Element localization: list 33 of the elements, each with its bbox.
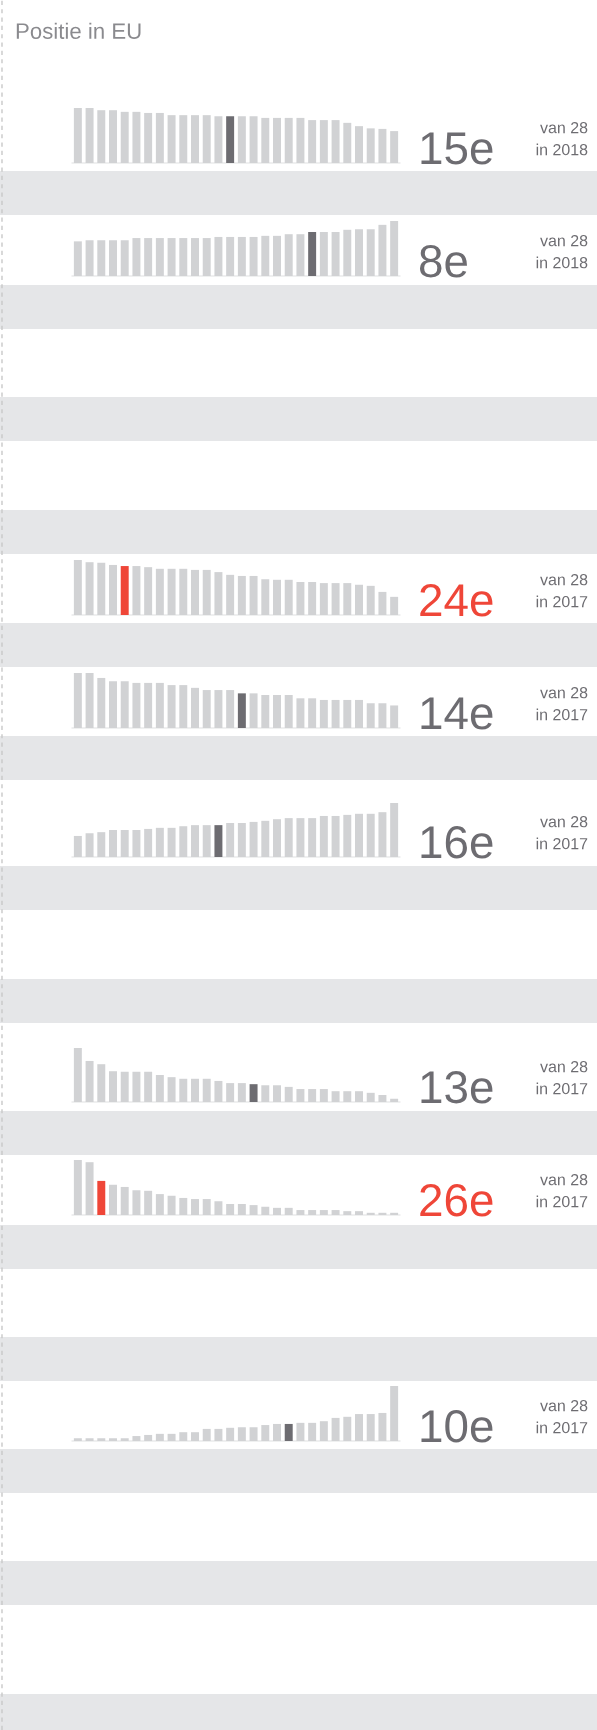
text: van 28 (540, 573, 588, 586)
bar (214, 825, 223, 857)
text: van 28 (540, 1173, 588, 1186)
text: in 2017 (536, 708, 588, 721)
text: van 28 (540, 234, 588, 247)
bar (226, 116, 235, 163)
chart-title: Positie in EU (16, 22, 141, 39)
bar (97, 1180, 106, 1215)
bar (120, 566, 129, 615)
text: van 28 (540, 121, 588, 134)
text: in 2018 (536, 256, 588, 269)
text: in 2017 (536, 1195, 588, 1208)
text: 15e (421, 132, 493, 165)
bar (237, 693, 246, 728)
text: 13e (421, 1071, 493, 1104)
text: 8e (419, 245, 467, 278)
text: van 28 (540, 1399, 588, 1412)
text: van 28 (540, 686, 588, 699)
text: 16e (421, 826, 493, 859)
text: in 2017 (536, 1082, 588, 1095)
text: in 2018 (536, 143, 588, 156)
text: van 28 (540, 1060, 588, 1073)
bar (249, 1084, 258, 1102)
bar (308, 232, 317, 276)
text: in 2017 (536, 1421, 588, 1434)
text: 10e (421, 1410, 493, 1443)
bar (284, 1423, 293, 1441)
text: van 28 (540, 815, 588, 828)
text: 24e (420, 584, 493, 617)
text: 14e (421, 697, 493, 730)
text: in 2017 (536, 595, 588, 608)
text: in 2017 (536, 837, 588, 850)
text: 26e (420, 1184, 493, 1217)
